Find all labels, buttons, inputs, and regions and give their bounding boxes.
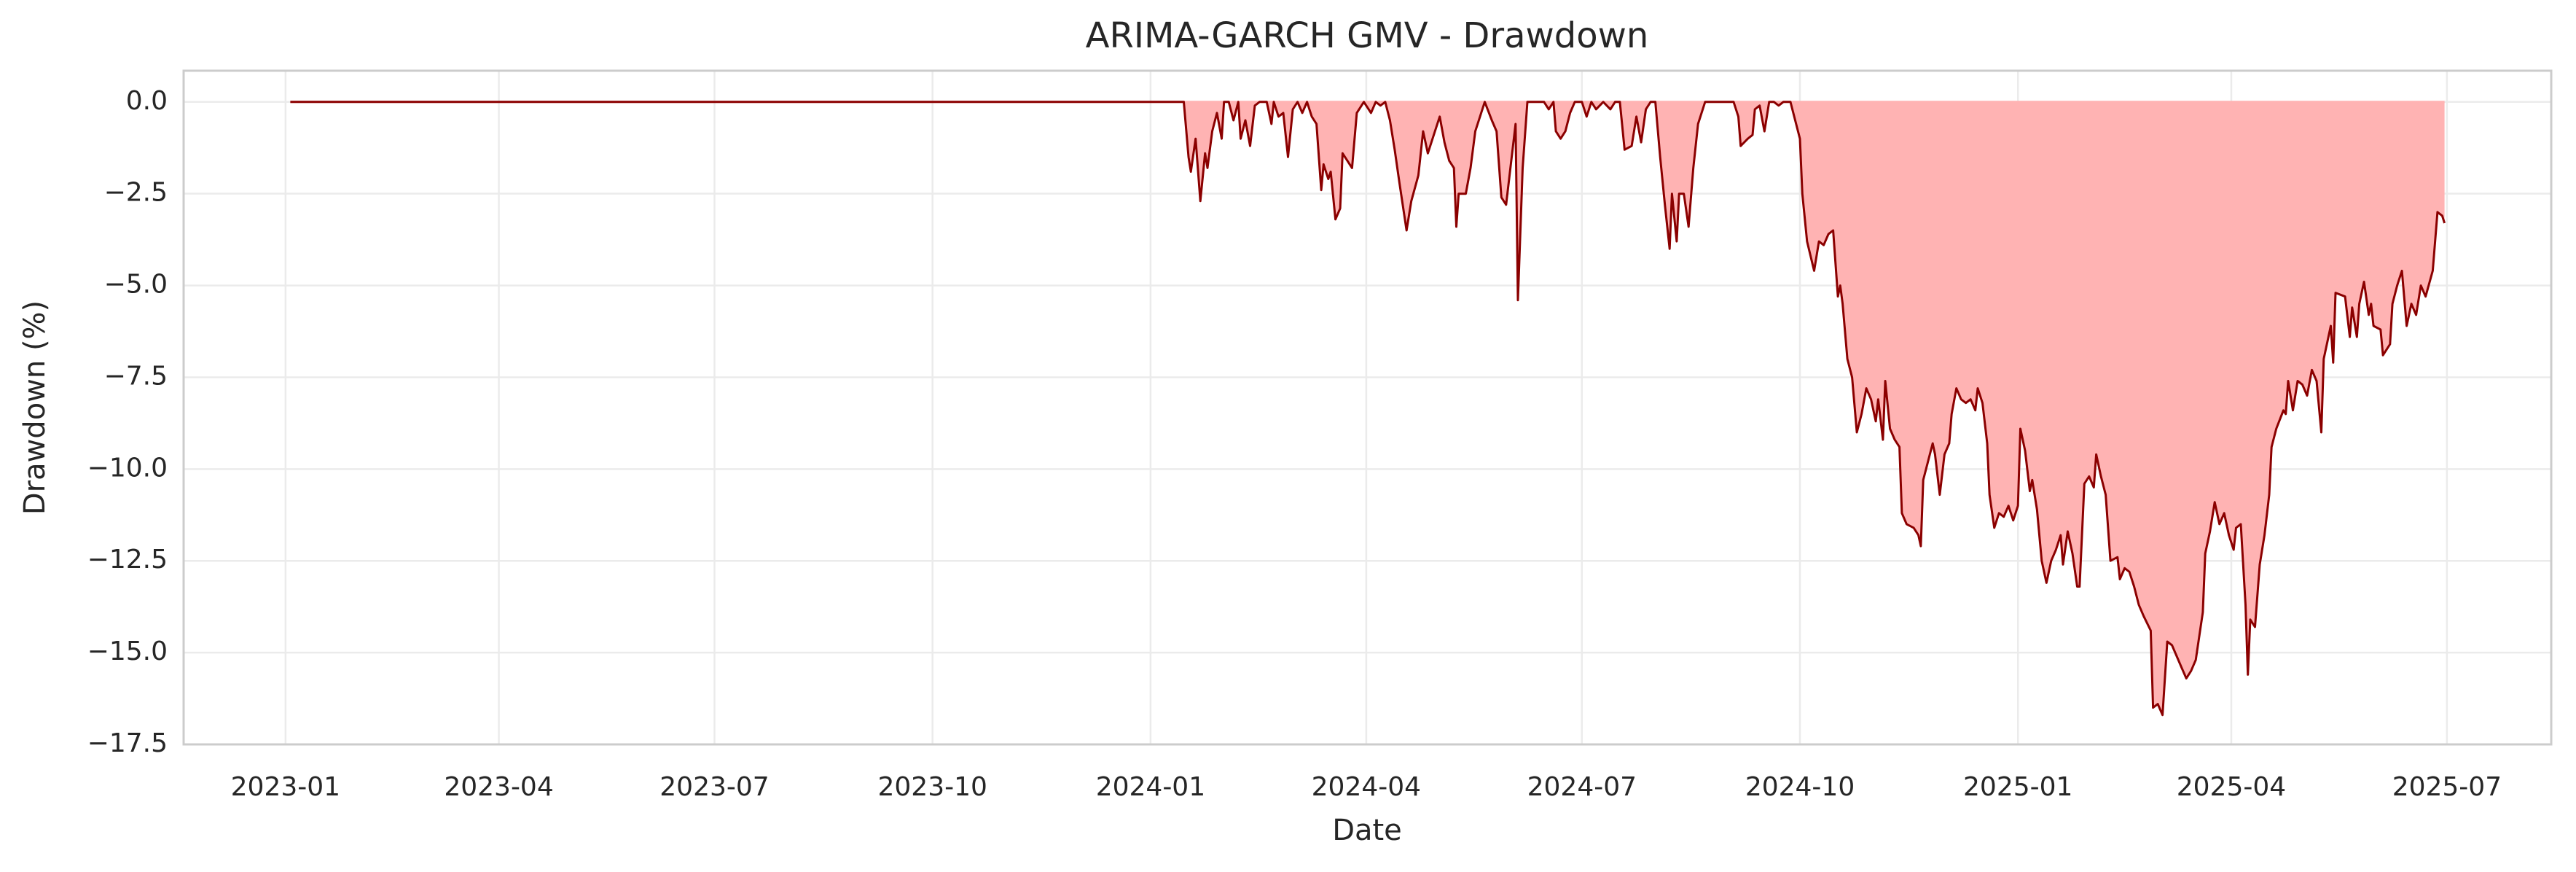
y-tick-label: −15.0 bbox=[87, 637, 168, 666]
x-tick-label: 2025-07 bbox=[2392, 772, 2502, 802]
y-tick-label: −5.0 bbox=[104, 270, 168, 300]
y-tick-label: −7.5 bbox=[104, 361, 168, 391]
x-tick-label: 2025-01 bbox=[1963, 772, 2072, 802]
x-tick-label: 2023-07 bbox=[659, 772, 769, 802]
y-tick-label: −17.5 bbox=[87, 728, 168, 758]
plot-frame bbox=[182, 69, 2553, 746]
x-tick-label: 2024-10 bbox=[1745, 772, 1855, 802]
y-tick-label: −12.5 bbox=[87, 545, 168, 575]
y-axis-label: Drawdown (%) bbox=[18, 300, 52, 515]
x-tick-label: 2024-04 bbox=[1312, 772, 1421, 802]
drawdown-line bbox=[290, 101, 2446, 717]
x-tick-label: 2023-10 bbox=[878, 772, 987, 802]
x-tick-label: 2023-01 bbox=[231, 772, 340, 802]
x-tick-label: 2025-04 bbox=[2177, 772, 2286, 802]
y-tick-label: −2.5 bbox=[104, 178, 168, 208]
chart-title: ARIMA-GARCH GMV - Drawdown bbox=[1086, 15, 1649, 56]
x-tick-label: 2024-07 bbox=[1527, 772, 1637, 802]
x-tick-label: 2023-04 bbox=[444, 772, 553, 802]
x-axis-label: Date bbox=[1332, 814, 1402, 847]
drawdown-area bbox=[290, 101, 2445, 715]
y-tick-label: 0.0 bbox=[126, 86, 168, 116]
y-tick-label: −10.0 bbox=[87, 453, 168, 483]
x-tick-label: 2024-01 bbox=[1096, 772, 1205, 802]
